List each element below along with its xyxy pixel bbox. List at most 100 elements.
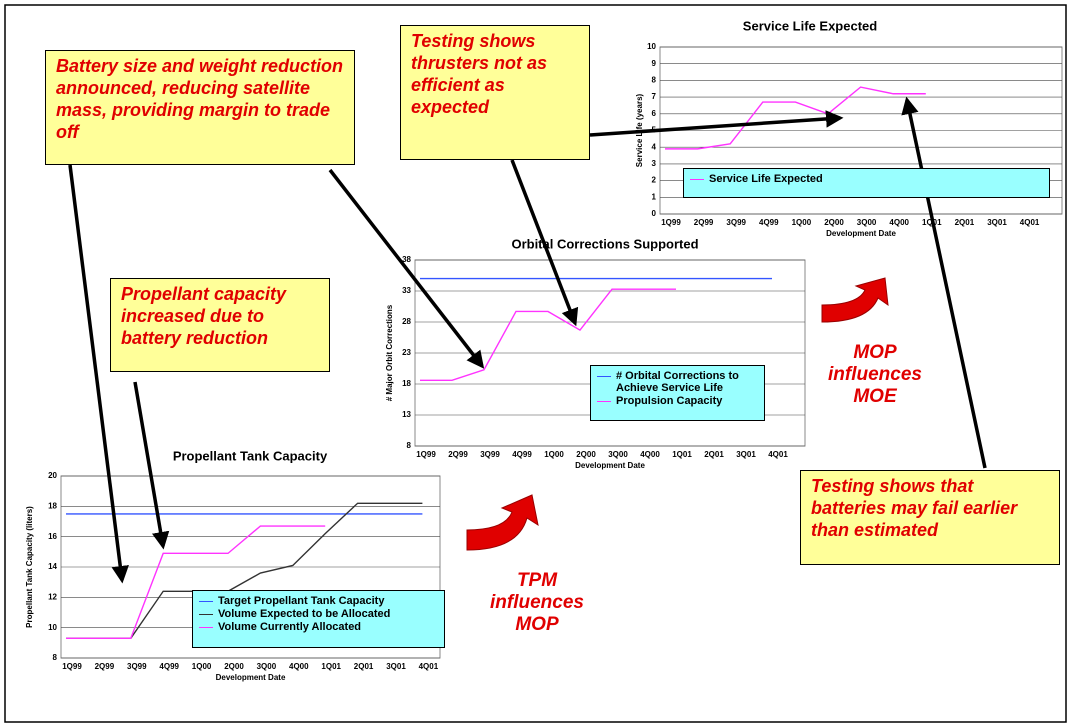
x-tick-label: 1Q99 xyxy=(416,450,436,459)
y-tick-label: 8 xyxy=(652,76,657,85)
red-arrow xyxy=(466,494,539,551)
pointer-arrow xyxy=(510,159,579,327)
callout: MOP influences MOE xyxy=(828,342,922,407)
legend-swatch xyxy=(597,401,611,402)
x-tick-label: 1Q01 xyxy=(321,662,341,671)
chart-title: Orbital Corrections Supported xyxy=(511,236,698,251)
x-tick-label: 4Q01 xyxy=(419,662,439,671)
y-tick-label: 2 xyxy=(652,176,657,185)
y-tick-label: 6 xyxy=(652,109,657,118)
x-tick-label: 4Q01 xyxy=(768,450,788,459)
annotation: Testing shows that batteries may fail ea… xyxy=(800,470,1060,565)
x-tick-label: 2Q01 xyxy=(354,662,374,671)
x-axis-title: Development Date xyxy=(826,229,896,238)
y-tick-label: 9 xyxy=(652,59,657,68)
legend-entry: Target Propellant Tank Capacity xyxy=(199,595,438,607)
slide-border xyxy=(4,4,1067,723)
y-tick-label: 0 xyxy=(652,209,657,218)
x-tick-label: 2Q99 xyxy=(95,662,115,671)
x-tick-label: 4Q00 xyxy=(640,450,660,459)
y-tick-label: 38 xyxy=(402,255,411,264)
legend-label: Target Propellant Tank Capacity xyxy=(218,595,385,607)
y-tick-label: 18 xyxy=(402,379,411,388)
x-tick-label: 4Q01 xyxy=(1020,218,1040,227)
x-tick-label: 4Q99 xyxy=(759,218,779,227)
y-tick-label: 10 xyxy=(647,42,656,51)
x-tick-label: 2Q01 xyxy=(955,218,975,227)
x-tick-label: 2Q99 xyxy=(448,450,468,459)
legend: Service Life Expected xyxy=(683,168,1050,198)
x-tick-label: 4Q99 xyxy=(159,662,179,671)
annotation: Battery size and weight reduction announ… xyxy=(45,50,355,165)
legend-entry: Volume Currently Allocated xyxy=(199,621,438,633)
y-tick-label: 8 xyxy=(53,653,58,662)
x-tick-label: 2Q00 xyxy=(224,662,244,671)
y-tick-label: 13 xyxy=(402,410,411,419)
legend-label: Service Life Expected xyxy=(709,173,823,185)
x-tick-label: 3Q99 xyxy=(726,218,746,227)
pointer-arrow xyxy=(901,96,987,469)
legend-label: Propulsion Capacity xyxy=(616,395,723,407)
legend-label: Volume Currently Allocated xyxy=(218,621,362,633)
legend-swatch xyxy=(199,627,213,628)
x-tick-label: 1Q00 xyxy=(192,662,212,671)
chart-title: Propellant Tank Capacity xyxy=(173,448,328,463)
pointer-arrow xyxy=(589,110,844,137)
legend: Target Propellant Tank Capacity Volume Ex… xyxy=(192,590,445,648)
x-tick-label: 4Q00 xyxy=(289,662,309,671)
chart-title: Service Life Expected xyxy=(743,18,877,33)
x-tick-label: 3Q99 xyxy=(480,450,500,459)
x-tick-label: 4Q00 xyxy=(889,218,909,227)
x-tick-label: 4Q99 xyxy=(512,450,532,459)
y-tick-label: 8 xyxy=(407,441,412,450)
y-tick-label: 10 xyxy=(48,623,57,632)
x-tick-label: 3Q01 xyxy=(987,218,1007,227)
series-line xyxy=(665,86,926,150)
x-tick-label: 1Q99 xyxy=(661,218,681,227)
red-arrow xyxy=(821,277,889,323)
x-tick-label: 2Q01 xyxy=(704,450,724,459)
pointer-arrow xyxy=(133,381,170,550)
y-tick-label: 20 xyxy=(48,471,57,480)
series-line xyxy=(420,288,676,381)
legend-swatch xyxy=(690,179,704,180)
y-tick-label: 7 xyxy=(652,92,657,101)
pointer-arrow xyxy=(328,168,485,369)
x-tick-label: 3Q01 xyxy=(386,662,406,671)
x-axis-title: Development Date xyxy=(216,673,286,682)
y-tick-label: 28 xyxy=(402,317,411,326)
y-axis-title: # Major Orbit Corrections xyxy=(385,304,394,401)
legend-label: Volume Expected to be Allocated xyxy=(218,608,391,620)
legend-label: # Orbital Corrections to Achieve Service… xyxy=(616,370,739,394)
y-tick-label: 18 xyxy=(48,501,57,510)
annotation: Propellant capacity increased due to bat… xyxy=(110,278,330,372)
legend-swatch xyxy=(597,376,611,377)
y-tick-label: 14 xyxy=(48,562,57,571)
legend-entry: # Orbital Corrections to Achieve Service… xyxy=(597,370,758,394)
x-tick-label: 3Q00 xyxy=(608,450,628,459)
y-axis-title: Propellant Tank Capacity (liters) xyxy=(25,506,34,628)
legend-swatch xyxy=(199,601,213,602)
y-tick-label: 23 xyxy=(402,348,411,357)
callout: TPM influences MOP xyxy=(490,570,584,635)
x-tick-label: 3Q00 xyxy=(857,218,877,227)
x-tick-label: 3Q01 xyxy=(736,450,756,459)
x-axis-title: Development Date xyxy=(575,461,645,470)
y-tick-label: 16 xyxy=(48,532,57,541)
y-tick-label: 3 xyxy=(652,159,657,168)
series-line xyxy=(66,525,326,639)
legend-entry: Volume Expected to be Allocated xyxy=(199,608,438,620)
x-tick-label: 2Q99 xyxy=(694,218,714,227)
y-tick-label: 4 xyxy=(652,142,657,151)
x-tick-label: 1Q01 xyxy=(672,450,692,459)
x-tick-label: 2Q00 xyxy=(824,218,844,227)
x-tick-label: 1Q00 xyxy=(544,450,564,459)
annotation: Testing shows thrusters not as efficient… xyxy=(400,25,590,160)
y-tick-label: 1 xyxy=(652,192,657,201)
legend-entry: Service Life Expected xyxy=(690,173,1043,185)
legend-swatch xyxy=(199,614,213,615)
x-tick-label: 3Q00 xyxy=(257,662,277,671)
x-tick-label: 2Q00 xyxy=(576,450,596,459)
y-tick-label: 12 xyxy=(48,592,57,601)
